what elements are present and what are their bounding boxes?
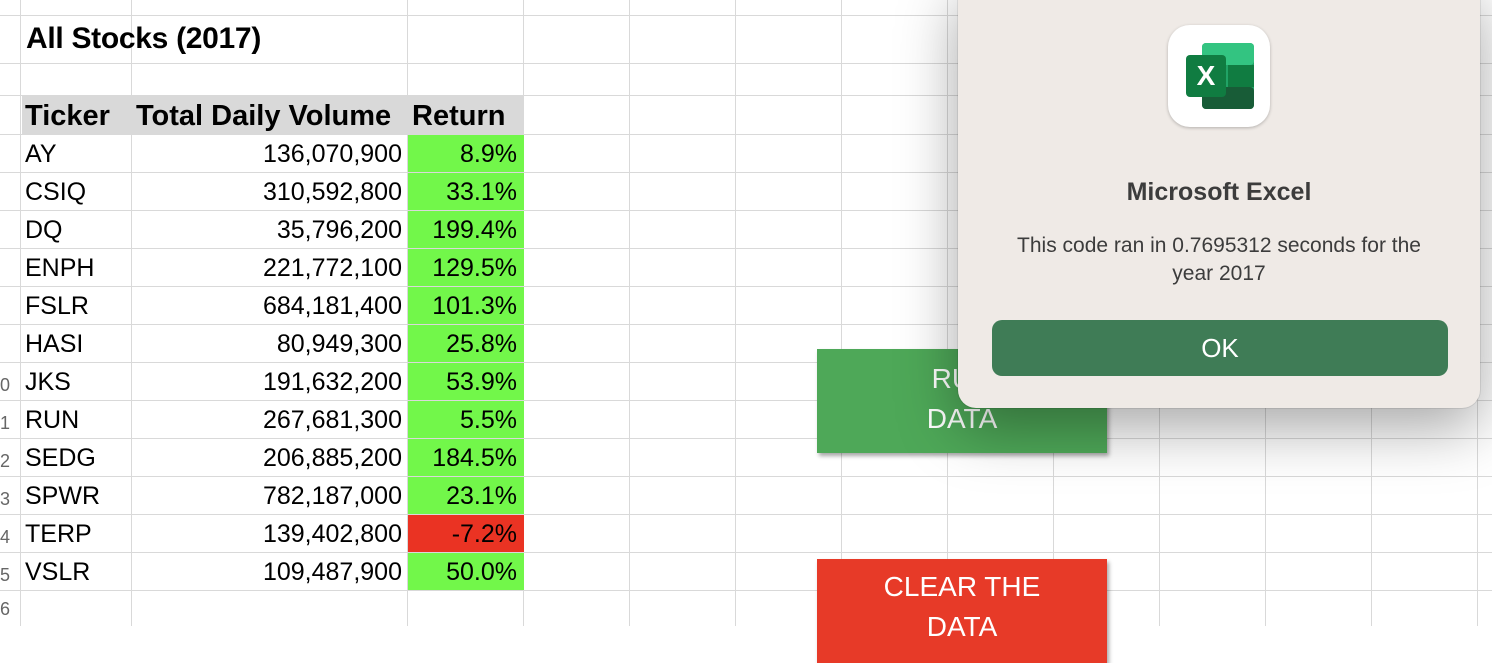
volume-cell[interactable]: 206,885,200 bbox=[262, 444, 402, 472]
grid-line bbox=[841, 0, 842, 626]
return-cell[interactable]: 129.5% bbox=[432, 254, 517, 282]
clear-button-label-line2: DATA bbox=[926, 611, 998, 642]
grid-line bbox=[0, 95, 1492, 96]
return-fill bbox=[408, 173, 524, 210]
grid-line bbox=[947, 0, 948, 626]
grid-line bbox=[629, 0, 630, 626]
grid-line bbox=[0, 514, 1492, 515]
grid-line bbox=[0, 286, 1492, 287]
volume-cell[interactable]: 136,070,900 bbox=[262, 140, 402, 168]
return-fill bbox=[408, 439, 524, 476]
grid-line bbox=[0, 172, 1492, 173]
return-cell[interactable]: 50.0% bbox=[446, 558, 517, 586]
row-number[interactable]: 2 bbox=[0, 451, 10, 471]
return-fill bbox=[408, 325, 524, 362]
grid-line bbox=[0, 210, 1492, 211]
header-return[interactable]: Return bbox=[412, 100, 506, 132]
grid-line bbox=[20, 0, 21, 626]
volume-cell[interactable]: 191,632,200 bbox=[262, 368, 402, 396]
grid-line bbox=[0, 590, 1492, 591]
return-cell[interactable]: 53.9% bbox=[446, 368, 517, 396]
ticker-cell[interactable]: VSLR bbox=[25, 558, 91, 586]
return-cell[interactable]: -7.2% bbox=[451, 520, 517, 548]
return-fill bbox=[408, 477, 524, 514]
return-fill bbox=[408, 401, 524, 438]
sheet-title[interactable]: All Stocks (2017) bbox=[26, 22, 262, 55]
ticker-cell[interactable]: HASI bbox=[25, 330, 84, 358]
clear-button-label-line1: CLEAR THE bbox=[883, 571, 1041, 602]
return-cell[interactable]: 8.9% bbox=[460, 140, 517, 168]
ticker-cell[interactable]: DQ bbox=[25, 216, 63, 244]
dialog-message: This code ran in 0.7695312 seconds for t… bbox=[1017, 234, 1421, 285]
row-number[interactable]: 1 bbox=[0, 413, 10, 433]
clear-data-button[interactable]: CLEAR THE DATA bbox=[817, 559, 1107, 663]
grid-line bbox=[0, 552, 1492, 553]
header-volume[interactable]: Total Daily Volume bbox=[136, 100, 392, 132]
return-cell[interactable]: 199.4% bbox=[432, 216, 517, 244]
return-fill bbox=[408, 211, 524, 248]
volume-cell[interactable]: 221,772,100 bbox=[262, 254, 402, 282]
run-button-label-line2: DATA bbox=[926, 403, 998, 434]
ticker-cell[interactable]: CSIQ bbox=[25, 178, 87, 206]
return-fill bbox=[408, 249, 524, 286]
grid-line bbox=[407, 0, 408, 626]
grid-line bbox=[735, 0, 736, 626]
grid-line bbox=[0, 15, 1492, 16]
volume-cell[interactable]: 684,181,400 bbox=[262, 292, 402, 320]
dialog-title: Microsoft Excel bbox=[1126, 178, 1312, 206]
return-fill bbox=[408, 553, 524, 590]
header-ticker[interactable]: Ticker bbox=[25, 100, 110, 132]
grid-line bbox=[0, 63, 1492, 64]
row-number[interactable]: 5 bbox=[0, 565, 10, 585]
grid-line bbox=[0, 438, 1492, 439]
ticker-cell[interactable]: ENPH bbox=[25, 254, 95, 282]
volume-cell[interactable]: 139,402,800 bbox=[262, 520, 402, 548]
ticker-cell[interactable]: AY bbox=[25, 140, 57, 168]
grid-line bbox=[0, 362, 1492, 363]
alert-dialog: X Microsoft Excel This code ran in 0.769… bbox=[958, 0, 1480, 408]
volume-cell[interactable]: 782,187,000 bbox=[262, 482, 402, 510]
row-number[interactable]: 4 bbox=[0, 527, 10, 547]
volume-cell[interactable]: 35,796,200 bbox=[276, 216, 402, 244]
grid-line bbox=[0, 134, 1492, 135]
return-fill bbox=[408, 135, 524, 172]
ticker-cell[interactable]: JKS bbox=[25, 368, 71, 396]
excel-icon: X bbox=[1168, 25, 1270, 127]
row-number[interactable]: 6 bbox=[0, 599, 10, 619]
return-cell[interactable]: 101.3% bbox=[432, 292, 517, 320]
header-row bbox=[22, 96, 524, 134]
excel-icon-letter: X bbox=[1197, 60, 1216, 91]
ticker-cell[interactable]: SPWR bbox=[25, 482, 100, 510]
ticker-cell[interactable]: SEDG bbox=[25, 444, 96, 472]
volume-cell[interactable]: 80,949,300 bbox=[276, 330, 402, 358]
return-cell[interactable]: 33.1% bbox=[446, 178, 517, 206]
grid-line bbox=[0, 476, 1492, 477]
return-fill bbox=[408, 363, 524, 400]
volume-cell[interactable]: 267,681,300 bbox=[262, 406, 402, 434]
row-number[interactable]: 0 bbox=[0, 375, 10, 395]
return-cell[interactable]: 184.5% bbox=[432, 444, 517, 472]
return-cell[interactable]: 25.8% bbox=[446, 330, 517, 358]
ok-button[interactable]: OK bbox=[992, 320, 1448, 376]
ticker-cell[interactable]: TERP bbox=[25, 520, 92, 548]
return-fill bbox=[408, 515, 524, 552]
return-cell[interactable]: 5.5% bbox=[460, 406, 517, 434]
volume-cell[interactable]: 310,592,800 bbox=[262, 178, 402, 206]
ticker-cell[interactable]: RUN bbox=[25, 406, 80, 434]
grid-line bbox=[0, 248, 1492, 249]
row-number[interactable]: 3 bbox=[0, 489, 10, 509]
ticker-cell[interactable]: FSLR bbox=[25, 292, 89, 320]
return-fill bbox=[408, 287, 524, 324]
grid-line bbox=[0, 324, 1492, 325]
grid-line bbox=[131, 0, 132, 626]
volume-cell[interactable]: 109,487,900 bbox=[262, 558, 402, 586]
grid-line bbox=[0, 400, 1492, 401]
return-cell[interactable]: 23.1% bbox=[446, 482, 517, 510]
